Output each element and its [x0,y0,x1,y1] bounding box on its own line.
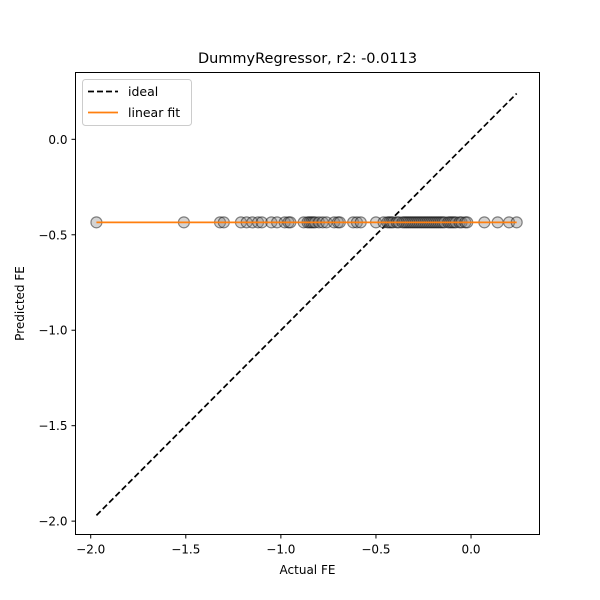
ideal-line [95,92,518,517]
x-tick-label: −1.5 [171,543,200,557]
legend-ideal-label: ideal [128,84,158,99]
y-axis-label: Predicted FE [13,266,27,341]
x-tick-label: −2.0 [76,543,105,557]
legend-fit-label: linear fit [128,105,180,120]
chart-title: DummyRegressor, r2: -0.0113 [198,51,417,67]
legend: ideal linear fit [82,79,192,126]
y-tick-label: −1.5 [38,419,67,433]
y-tick-label: −1.0 [38,324,67,338]
x-axis-label: Actual FE [280,563,336,577]
x-tick-label: 0.0 [461,543,480,557]
x-tick-label: −1.0 [266,543,295,557]
x-tick-label: −0.5 [361,543,390,557]
plot-frame [75,72,540,535]
axes: −2.0 −1.5 −1.0 −0.5 0.0 0.0 −0.5 −1.0 −1.5 −2.0 [38,133,480,557]
y-tick-label: −0.5 [38,228,67,242]
y-tick-label: 0.0 [48,133,67,147]
y-tick-label: −2.0 [38,515,67,529]
plot-content [90,92,523,517]
